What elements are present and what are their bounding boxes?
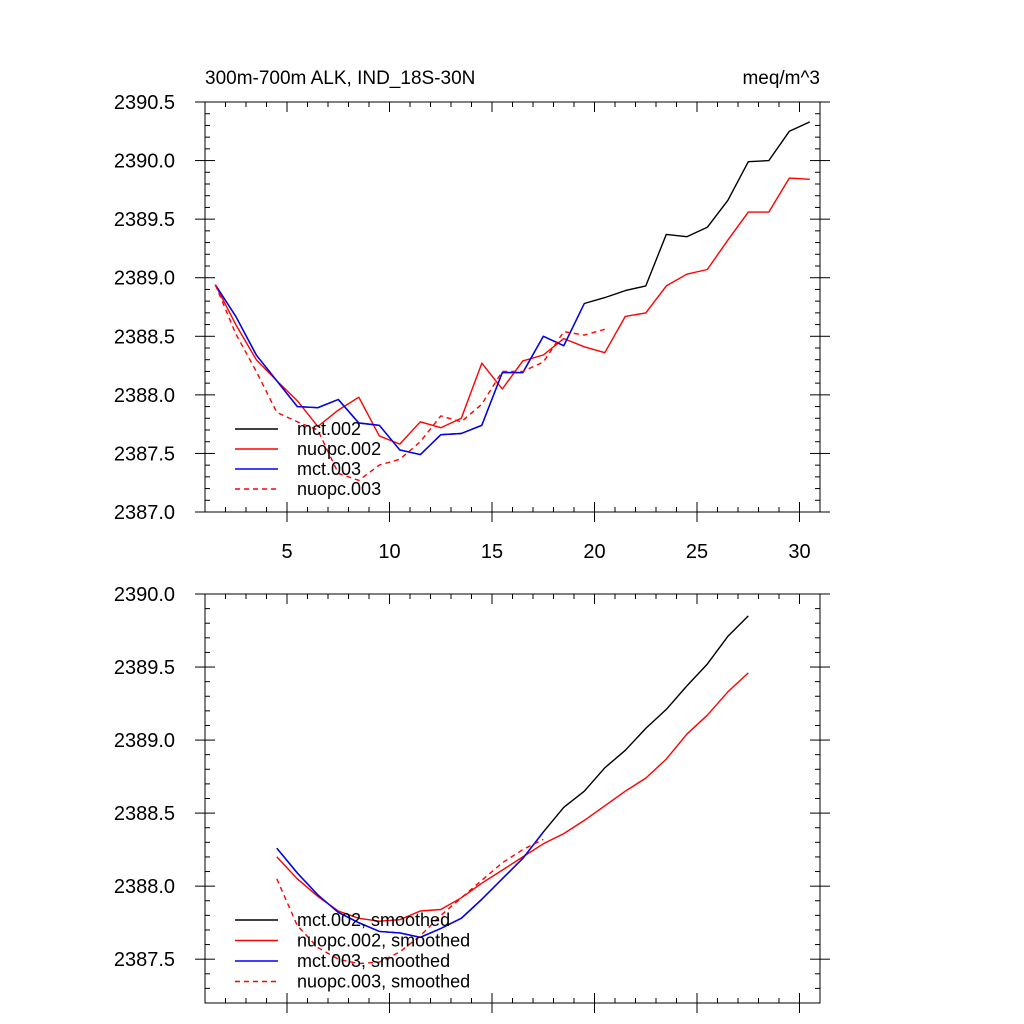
legend-label: mct.003 — [297, 459, 361, 479]
y-tick-label: 2390.0 — [114, 584, 175, 606]
legend-label: nuopc.003 — [297, 479, 381, 499]
units-label: meq/m^3 — [742, 68, 820, 89]
y-tick-label: 2387.5 — [114, 949, 175, 971]
y-tick-label: 2388.5 — [114, 326, 175, 348]
y-tick-label: 2387.0 — [114, 502, 175, 524]
legend-label: nuopc.002, smoothed — [297, 931, 470, 951]
y-tick-label: 2390.0 — [114, 151, 175, 173]
x-tick-label: 20 — [583, 541, 605, 563]
x-tick-label: 25 — [686, 541, 708, 563]
y-tick-label: 2389.0 — [114, 268, 175, 290]
y-tick-label: 2388.5 — [114, 803, 175, 825]
y-tick-label: 2387.5 — [114, 443, 175, 465]
legend-label: mct.002 — [297, 419, 361, 439]
bottom-panel: 2387.5 2388.0 2388.5 2389.0 2389.5 2390.0 mct.… — [114, 584, 830, 1013]
y-tick-label: 2389.5 — [114, 209, 175, 231]
series-line — [214, 284, 585, 456]
x-tick-label: 30 — [788, 541, 810, 563]
y-tick-label: 2388.0 — [114, 876, 175, 898]
x-tick-label: 5 — [281, 541, 292, 563]
y-tick-label: 2389.0 — [114, 730, 175, 752]
series-line — [214, 284, 605, 482]
legend-label: mct.003, smoothed — [297, 951, 450, 971]
y-tick-label: 2388.0 — [114, 385, 175, 407]
x-tick-label: 15 — [481, 541, 503, 563]
series-line — [214, 121, 811, 456]
legend-label: nuopc.003, smoothed — [297, 972, 470, 992]
series-line — [214, 177, 810, 445]
chart-title: 300m-700m ALK, IND_18S-30N — [205, 68, 475, 89]
y-tick-label: 2390.5 — [114, 92, 175, 114]
legend-label: nuopc.002 — [297, 439, 381, 459]
top-panel: 5 10 15 20 25 30 2387.0 2387.5 2388.0 2388.5 2389.… — [114, 92, 830, 563]
y-tick-label: 2389.5 — [114, 657, 175, 679]
legend-label: mct.002, smoothed — [297, 910, 450, 930]
series-line — [276, 672, 749, 922]
series-line — [276, 615, 749, 938]
x-tick-label: 10 — [378, 541, 400, 563]
series-line — [276, 831, 544, 938]
series-line — [276, 838, 544, 965]
